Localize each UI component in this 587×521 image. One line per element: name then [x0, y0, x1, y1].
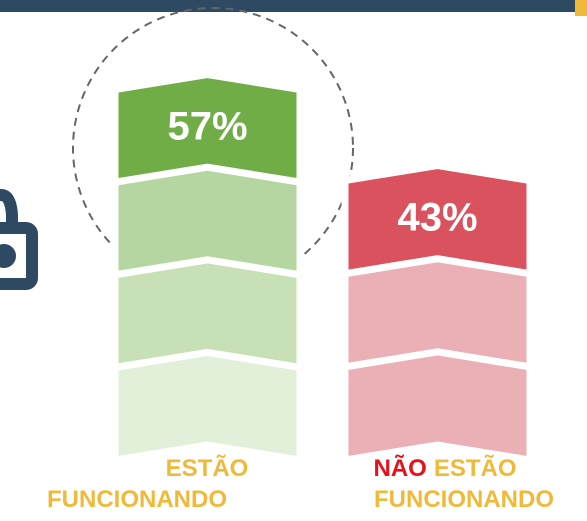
category-word: FUNCIONANDO [47, 486, 227, 513]
chevron-segment [341, 348, 534, 465]
category-label: ESTÃO [166, 454, 249, 482]
category-label: FUNCIONANDO [374, 486, 554, 513]
chevron-column [111, 70, 304, 465]
category-word: ESTÃO [166, 454, 249, 482]
top-bar [0, 0, 587, 12]
chevron-column [341, 161, 534, 465]
category-word: NÃO [373, 454, 426, 482]
corner-accent [575, 0, 587, 16]
chevron-segment [111, 348, 304, 465]
chevron-segment [111, 70, 304, 187]
value-label: 57% [167, 104, 247, 148]
chevron-segment [111, 256, 304, 372]
category-label: FUNCIONANDO [47, 486, 227, 513]
category-word: ESTÃO [434, 454, 517, 482]
category-word: FUNCIONANDO [374, 486, 554, 513]
lock-icon [0, 189, 38, 290]
chevron-segment [341, 255, 534, 371]
value-label: 43% [397, 196, 477, 240]
chevron-segment [111, 163, 304, 279]
category-label: NÃO ESTÃO [373, 454, 516, 482]
chevron-segment [341, 161, 534, 278]
highlight-circle [72, 7, 354, 289]
